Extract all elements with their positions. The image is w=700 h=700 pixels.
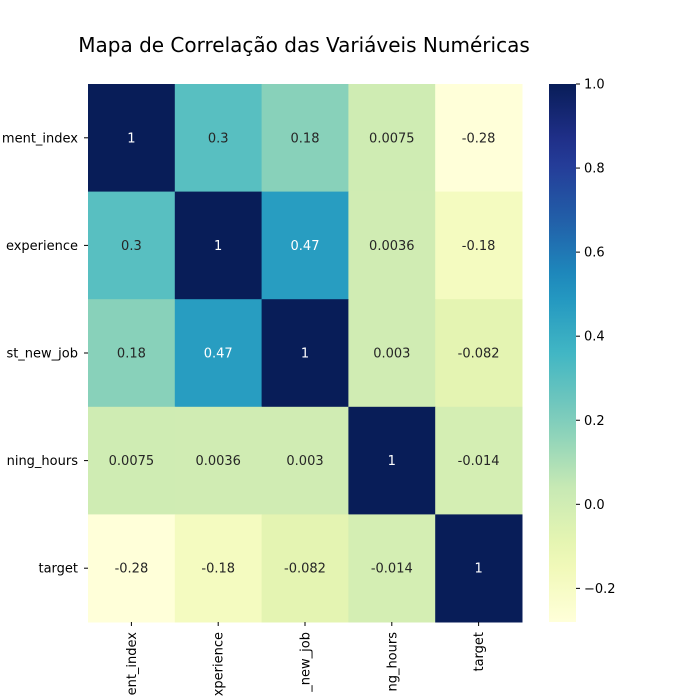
heatmap-cell-r2-c3 bbox=[348, 299, 436, 408]
heatmap-cell-r3-c0 bbox=[88, 406, 176, 515]
colorbar-tick-label: 0.8 bbox=[584, 162, 605, 177]
heatmap-annotations: 1 0.3 0.18 0.0075 -0.28 0.3 1 0.47 0.0036 -0.18 0.… bbox=[109, 131, 500, 576]
heatmap-cell-r4-c3 bbox=[348, 514, 436, 623]
heatmap-cell-r4-c4 bbox=[435, 514, 523, 623]
heatmap-cells bbox=[88, 84, 523, 623]
chart-title: Mapa de Correlação das Variáveis Numéric… bbox=[78, 33, 530, 57]
heatmap-cell-r0-c0 bbox=[88, 84, 176, 193]
cell-annotation-r1-c4: -0.18 bbox=[462, 239, 496, 254]
heatmap-cell-r1-c0 bbox=[88, 191, 176, 300]
x-tick-label: target bbox=[472, 632, 487, 672]
x-tick-label: xperience bbox=[212, 632, 227, 696]
colorbar-ticks: 1.0 0.8 0.6 0.4 0.2 0.0 −0.2 bbox=[576, 78, 616, 597]
heatmap-cell-r4-c0 bbox=[88, 514, 176, 623]
cell-annotation-r3-c1: 0.0036 bbox=[195, 454, 241, 469]
cell-annotation-r3-c0: 0.0075 bbox=[109, 454, 155, 469]
cell-annotation-r2-c4: -0.082 bbox=[458, 347, 500, 362]
heatmap-cell-r2-c0 bbox=[88, 299, 176, 408]
heatmap-cell-r0-c2 bbox=[261, 84, 349, 193]
colorbar-tick-label: 0.4 bbox=[584, 330, 605, 345]
cell-annotation-r1-c3: 0.0036 bbox=[369, 239, 415, 254]
colorbar-tick-label: −0.2 bbox=[584, 582, 616, 597]
heatmap-cell-r3-c1 bbox=[174, 406, 263, 515]
y-tick-label: st_new_job bbox=[6, 347, 78, 362]
y-tick-label: experience bbox=[6, 239, 78, 254]
heatmap-cell-r1-c4 bbox=[435, 191, 523, 300]
heatmap-cell-r1-c2 bbox=[261, 191, 349, 300]
heatmap-cell-r1-c1 bbox=[174, 191, 263, 300]
heatmap-cell-r3-c4 bbox=[435, 406, 523, 515]
y-tick-label: ment_index bbox=[2, 131, 78, 146]
y-axis-ticks: ment_index experience st_new_job ning_hours… bbox=[2, 131, 88, 577]
heatmap-cell-r4-c1 bbox=[174, 514, 263, 623]
x-axis-ticks: ent_index xperience _new_job ng_hours target bbox=[125, 622, 487, 696]
heatmap-cell-r2-c4 bbox=[435, 299, 523, 408]
cell-annotation-r4-c3: -0.014 bbox=[371, 562, 413, 577]
x-tick-label: _new_job bbox=[299, 632, 314, 693]
cell-annotation-r0-c1: 0.3 bbox=[208, 131, 229, 146]
heatmap-cell-r3-c2 bbox=[261, 406, 349, 515]
cell-annotation-r3-c4: -0.014 bbox=[458, 454, 500, 469]
cell-annotation-r3-c2: 0.003 bbox=[286, 454, 323, 469]
cell-annotation-r1-c1: 1 bbox=[214, 239, 222, 254]
heatmap-cell-r4-c2 bbox=[261, 514, 349, 623]
cell-annotation-r4-c1: -0.18 bbox=[201, 562, 235, 577]
colorbar-tick-label: 0.0 bbox=[584, 498, 605, 513]
heatmap-cell-r1-c3 bbox=[348, 191, 436, 300]
cell-annotation-r2-c1: 0.47 bbox=[204, 347, 233, 362]
colorbar-tick-label: 0.6 bbox=[584, 246, 605, 261]
colorbar bbox=[549, 84, 576, 622]
y-tick-label: target bbox=[38, 562, 78, 577]
heatmap-cell-r3-c3 bbox=[348, 406, 436, 515]
cell-annotation-r0-c0: 1 bbox=[127, 131, 135, 146]
cell-annotation-r4-c4: 1 bbox=[474, 562, 482, 577]
cell-annotation-r2-c0: 0.18 bbox=[117, 347, 146, 362]
heatmap-cell-r0-c4 bbox=[435, 84, 523, 193]
cell-annotation-r4-c0: -0.28 bbox=[115, 562, 149, 577]
colorbar-tick-label: 1.0 bbox=[584, 78, 605, 93]
heatmap-cell-r2-c2 bbox=[261, 299, 349, 408]
x-tick-label: ent_index bbox=[125, 632, 140, 696]
cell-annotation-r3-c3: 1 bbox=[388, 454, 396, 469]
cell-annotation-r2-c3: 0.003 bbox=[373, 347, 410, 362]
heatmap-cell-r2-c1 bbox=[174, 299, 263, 408]
colorbar-tick-label: 0.2 bbox=[584, 414, 605, 429]
cell-annotation-r1-c2: 0.47 bbox=[291, 239, 320, 254]
cell-annotation-r0-c4: -0.28 bbox=[462, 131, 496, 146]
x-tick-label: ng_hours bbox=[385, 632, 400, 692]
cell-annotation-r1-c0: 0.3 bbox=[121, 239, 142, 254]
y-tick-label: ning_hours bbox=[7, 454, 79, 469]
heatmap-cell-r0-c3 bbox=[348, 84, 436, 193]
cell-annotation-r0-c2: 0.18 bbox=[291, 131, 320, 146]
cell-annotation-r4-c2: -0.082 bbox=[284, 562, 326, 577]
cell-annotation-r0-c3: 0.0075 bbox=[369, 131, 415, 146]
heatmap-cell-r0-c1 bbox=[174, 84, 263, 193]
cell-annotation-r2-c2: 1 bbox=[301, 347, 309, 362]
